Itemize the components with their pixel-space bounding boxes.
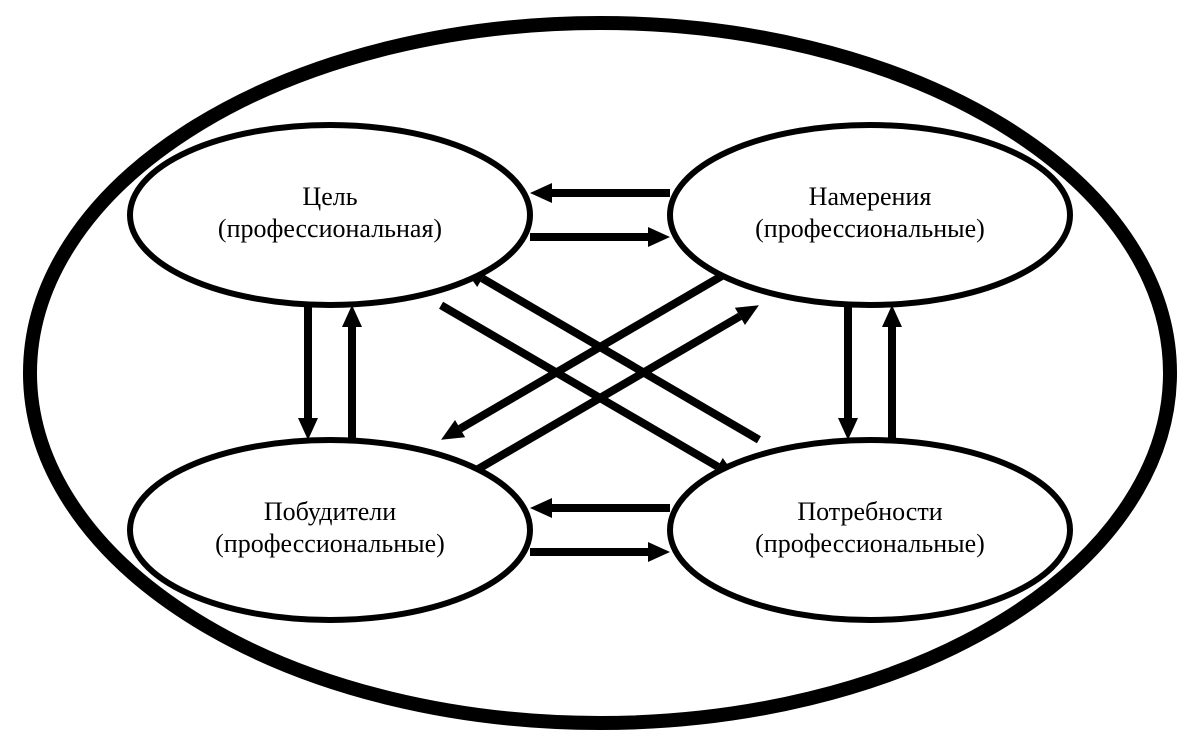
edges-layer xyxy=(30,23,1170,723)
edge-motivators-to-goal-head xyxy=(342,305,362,327)
edge-goal-to-intentions-head xyxy=(648,227,670,247)
node-intentions-label-line-0: Намерения xyxy=(809,182,932,211)
edge-intentions-to-goal-head xyxy=(530,183,552,203)
node-needs-label-line-0: Потребности xyxy=(797,497,942,526)
node-intentions: Намерения (профессиональные) xyxy=(670,125,1070,305)
node-motivators: Побудители (профессиональные) xyxy=(130,440,530,620)
diagram-canvas: Цель (профессиональная) Намерения (професси… xyxy=(0,0,1200,747)
edge-goal-to-motivators-head xyxy=(298,418,318,440)
edge-needs-to-goal xyxy=(482,278,759,439)
node-needs: Потребности (профессиональные) xyxy=(670,440,1070,620)
edge-motivators-to-needs-head xyxy=(648,542,670,562)
node-intentions-label-line-1: (профессиональные) xyxy=(755,214,985,243)
node-goal: Цель (профессиональная) xyxy=(130,125,530,305)
edge-intentions-to-needs-head xyxy=(838,418,858,440)
node-needs-label-line-1: (профессиональные) xyxy=(755,529,985,558)
node-motivators-label-line-1: (профессиональные) xyxy=(215,529,445,558)
node-goal-label-line-1: (профессиональная) xyxy=(218,214,442,243)
edge-goal-to-needs xyxy=(441,305,718,466)
edge-needs-to-intentions-head xyxy=(882,305,902,327)
node-goal-label-line-0: Цель xyxy=(302,182,357,211)
outer-ellipse xyxy=(30,23,1170,723)
nodes-layer: Цель (профессиональная) Намерения (професси… xyxy=(130,125,1070,620)
edge-needs-to-motivators-head xyxy=(530,498,552,518)
node-motivators-label-line-0: Побудители xyxy=(264,497,396,526)
